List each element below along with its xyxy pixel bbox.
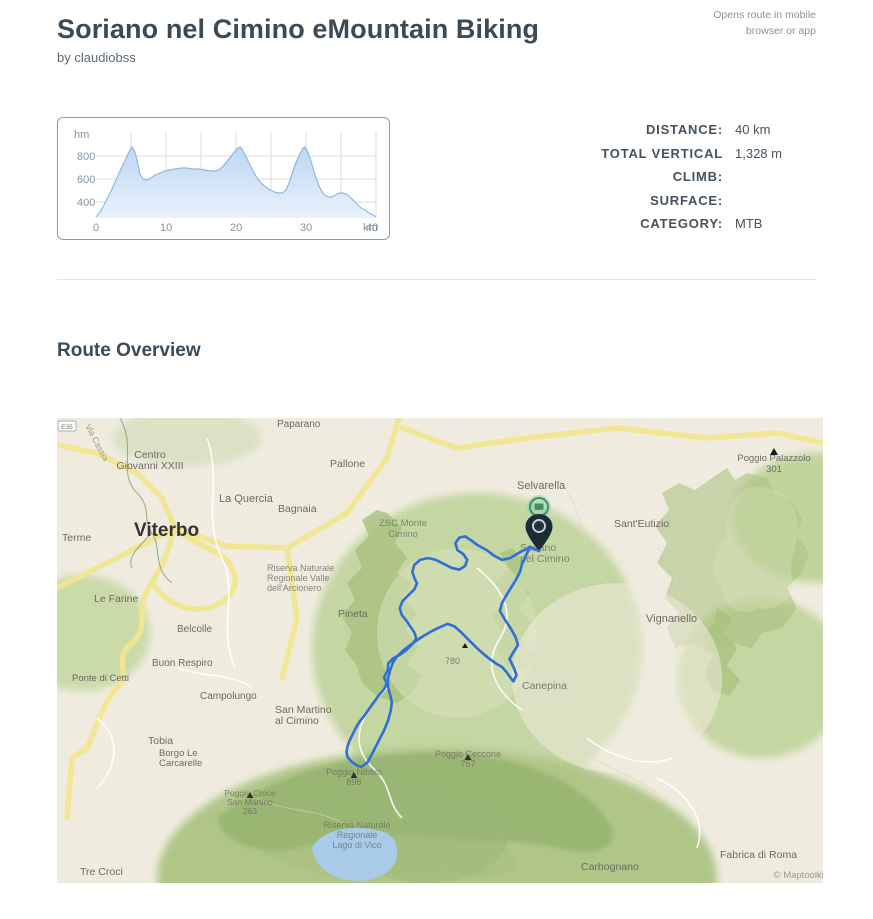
svg-text:Viterbo: Viterbo bbox=[134, 520, 199, 541]
svg-text:Giovanni XXIII: Giovanni XXIII bbox=[116, 460, 183, 472]
svg-text:Carcarelle: Carcarelle bbox=[159, 758, 202, 769]
svg-text:Le Farine: Le Farine bbox=[94, 593, 139, 605]
svg-text:757: 757 bbox=[460, 759, 475, 769]
svg-text:30: 30 bbox=[300, 222, 312, 234]
svg-text:Lago di Vico: Lago di Vico bbox=[332, 840, 381, 850]
svg-text:Vignanello: Vignanello bbox=[646, 613, 697, 625]
svg-text:Canepina: Canepina bbox=[522, 680, 567, 692]
svg-text:Buon Respiro: Buon Respiro bbox=[152, 658, 213, 669]
svg-text:Paparano: Paparano bbox=[277, 419, 321, 430]
svg-text:896: 896 bbox=[346, 777, 361, 787]
svg-text:Sant'Eutizio: Sant'Eutizio bbox=[614, 518, 669, 530]
svg-text:al Cimino: al Cimino bbox=[275, 715, 319, 727]
svg-text:800: 800 bbox=[77, 151, 95, 163]
svg-text:ZSC Monte: ZSC Monte bbox=[379, 518, 427, 529]
svg-text:Selvarella: Selvarella bbox=[517, 480, 566, 492]
svg-text:Riserva Naturale: Riserva Naturale bbox=[323, 820, 390, 830]
svg-text:Tobia: Tobia bbox=[148, 735, 173, 747]
svg-text:40: 40 bbox=[366, 222, 378, 234]
svg-text:Riserva Naturale: Riserva Naturale bbox=[267, 563, 334, 573]
svg-text:dell'Arcionero: dell'Arcionero bbox=[267, 583, 321, 593]
svg-text:301: 301 bbox=[766, 464, 782, 475]
svg-text:Regionale: Regionale bbox=[337, 830, 378, 840]
svg-text:Pineta: Pineta bbox=[338, 608, 368, 620]
svg-text:Pallone: Pallone bbox=[330, 458, 365, 470]
svg-text:0: 0 bbox=[93, 222, 99, 234]
svg-text:La Quercia: La Quercia bbox=[219, 493, 274, 505]
svg-text:© Maptoolkit © OSM: © Maptoolkit © OSM bbox=[774, 870, 823, 881]
svg-text:Regionale Valle: Regionale Valle bbox=[267, 573, 329, 583]
svg-text:Tre Croci: Tre Croci bbox=[80, 866, 123, 878]
svg-text:Cimino: Cimino bbox=[388, 529, 418, 540]
svg-text:20: 20 bbox=[230, 222, 242, 234]
svg-text:Campolungo: Campolungo bbox=[200, 691, 257, 702]
svg-text:600: 600 bbox=[77, 174, 95, 186]
svg-text:263: 263 bbox=[243, 806, 257, 816]
svg-text:Ponte di Cetti: Ponte di Cetti bbox=[72, 673, 129, 684]
svg-text:Carbognano: Carbognano bbox=[581, 861, 639, 873]
svg-text:Fabrica di Roma: Fabrica di Roma bbox=[720, 849, 797, 861]
svg-text:Bagnaia: Bagnaia bbox=[278, 503, 317, 515]
svg-text:780: 780 bbox=[445, 656, 460, 666]
svg-text:Terme: Terme bbox=[62, 532, 91, 544]
svg-text:10: 10 bbox=[160, 222, 172, 234]
svg-text:Belcolle: Belcolle bbox=[177, 624, 212, 635]
svg-text:hm: hm bbox=[74, 129, 89, 141]
svg-text:400: 400 bbox=[77, 197, 95, 209]
svg-text:E35: E35 bbox=[61, 424, 73, 431]
